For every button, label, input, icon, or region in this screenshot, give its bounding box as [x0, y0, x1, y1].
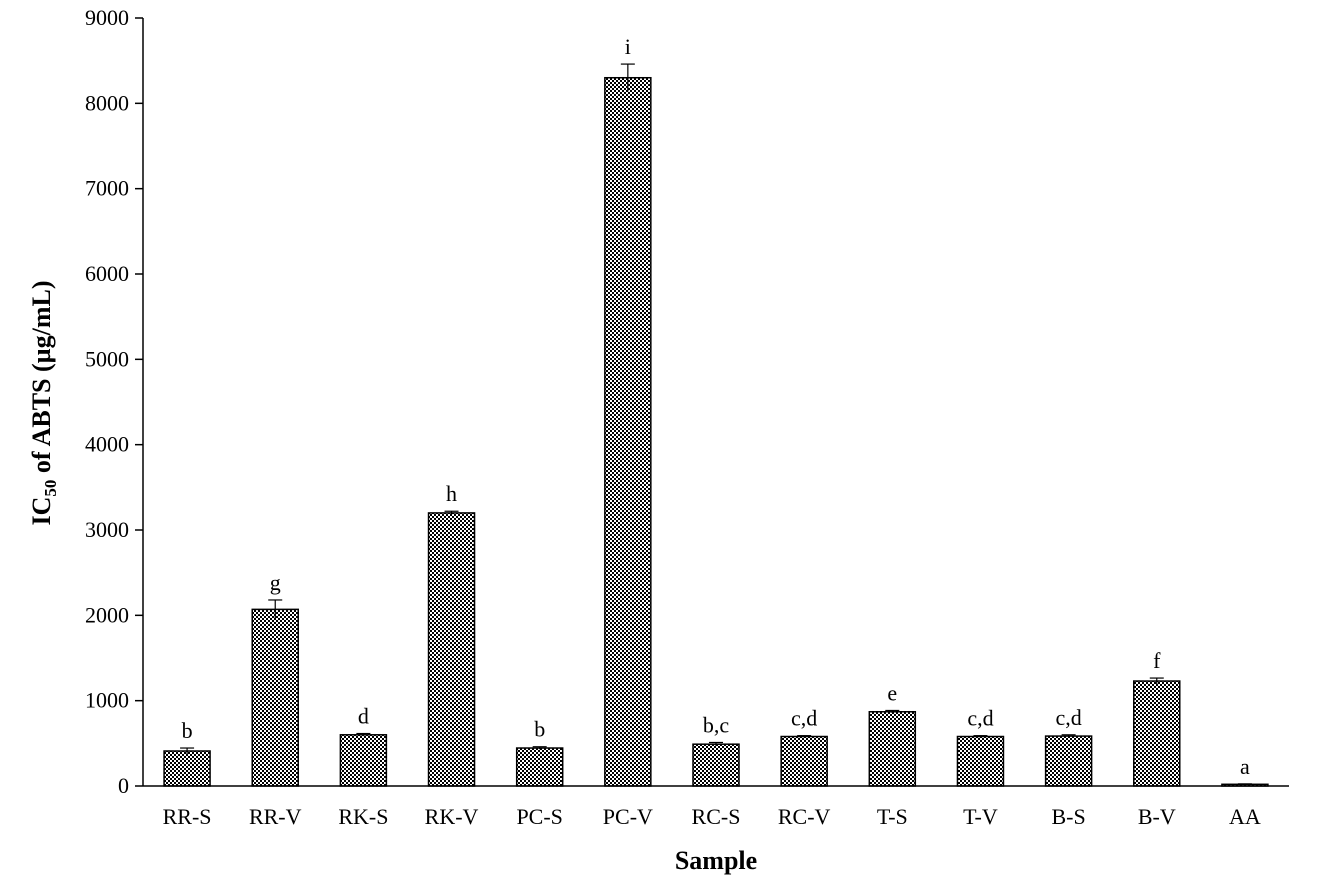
y-tick-label: 8000	[85, 90, 129, 115]
bar-b-v	[1133, 680, 1181, 787]
bar-rc-v	[780, 735, 828, 787]
x-tick-label: RR-V	[249, 804, 302, 829]
y-tick-label: 9000	[85, 5, 129, 30]
y-tick-label: 2000	[85, 602, 129, 627]
significance-label: d	[358, 704, 369, 729]
significance-label: g	[270, 570, 281, 595]
x-tick-label: B-S	[1051, 804, 1085, 829]
y-axis-title-subscript: 50	[41, 480, 60, 497]
y-tick-label: 7000	[85, 176, 129, 201]
y-tick-label: 0	[118, 773, 129, 798]
bar-b-s	[1044, 735, 1093, 787]
significance-label: c,d	[1055, 705, 1081, 730]
y-tick-label: 4000	[85, 432, 129, 457]
bar-rr-s	[163, 750, 211, 787]
bar-t-v	[956, 735, 1005, 787]
y-tick-label: 6000	[85, 261, 129, 286]
x-tick-label: AA	[1229, 804, 1261, 829]
y-axis-title-main: IC	[27, 497, 56, 526]
bars-group: b g d h b i b,c c,d e c,d c,d f a	[163, 34, 1269, 787]
x-axis-title: Sample	[675, 846, 757, 875]
x-tick-label: PC-S	[516, 804, 562, 829]
x-tick-label: T-S	[877, 804, 908, 829]
x-tick-label: PC-V	[603, 804, 653, 829]
significance-label: b,c	[703, 712, 730, 737]
significance-label: h	[446, 481, 457, 506]
bar-rk-v	[427, 512, 476, 787]
significance-label: i	[625, 34, 631, 59]
y-tick-label: 1000	[85, 688, 129, 713]
x-tick-label: RC-S	[692, 804, 741, 829]
x-tick-label: RK-V	[425, 804, 479, 829]
y-axis-title-rest: of ABTS (µg/mL)	[27, 280, 56, 479]
bar-pc-v	[604, 76, 652, 787]
y-axis-title: IC50 of ABTS (µg/mL)	[27, 280, 60, 525]
significance-label: a	[1240, 754, 1250, 779]
bar-pc-s	[515, 747, 564, 787]
significance-label: e	[887, 680, 897, 705]
bar-rc-s	[692, 743, 740, 787]
x-tick-label: T-V	[963, 804, 998, 829]
y-axis-ticks: 0 1000 2000 3000 4000 5000 6000 7000 8000 9000	[85, 5, 143, 798]
x-axis-tick-labels: RR-S RR-V RK-S RK-V PC-S PC-V RC-S RC-V T-S T-V B-…	[163, 804, 1261, 829]
significance-label: c,d	[967, 706, 993, 731]
x-tick-label: RR-S	[163, 804, 212, 829]
x-tick-label: RK-S	[338, 804, 388, 829]
bar-rk-s	[339, 734, 388, 787]
significance-label: b	[182, 718, 193, 743]
bar-t-s	[868, 711, 917, 787]
x-tick-label: RC-V	[778, 804, 831, 829]
significance-label: c,d	[791, 706, 817, 731]
significance-label: f	[1153, 648, 1161, 673]
y-tick-label: 5000	[85, 346, 129, 371]
x-tick-label: B-V	[1138, 804, 1176, 829]
y-tick-label: 3000	[85, 517, 129, 542]
bar-rr-v	[251, 608, 299, 787]
significance-label: b	[534, 717, 545, 742]
